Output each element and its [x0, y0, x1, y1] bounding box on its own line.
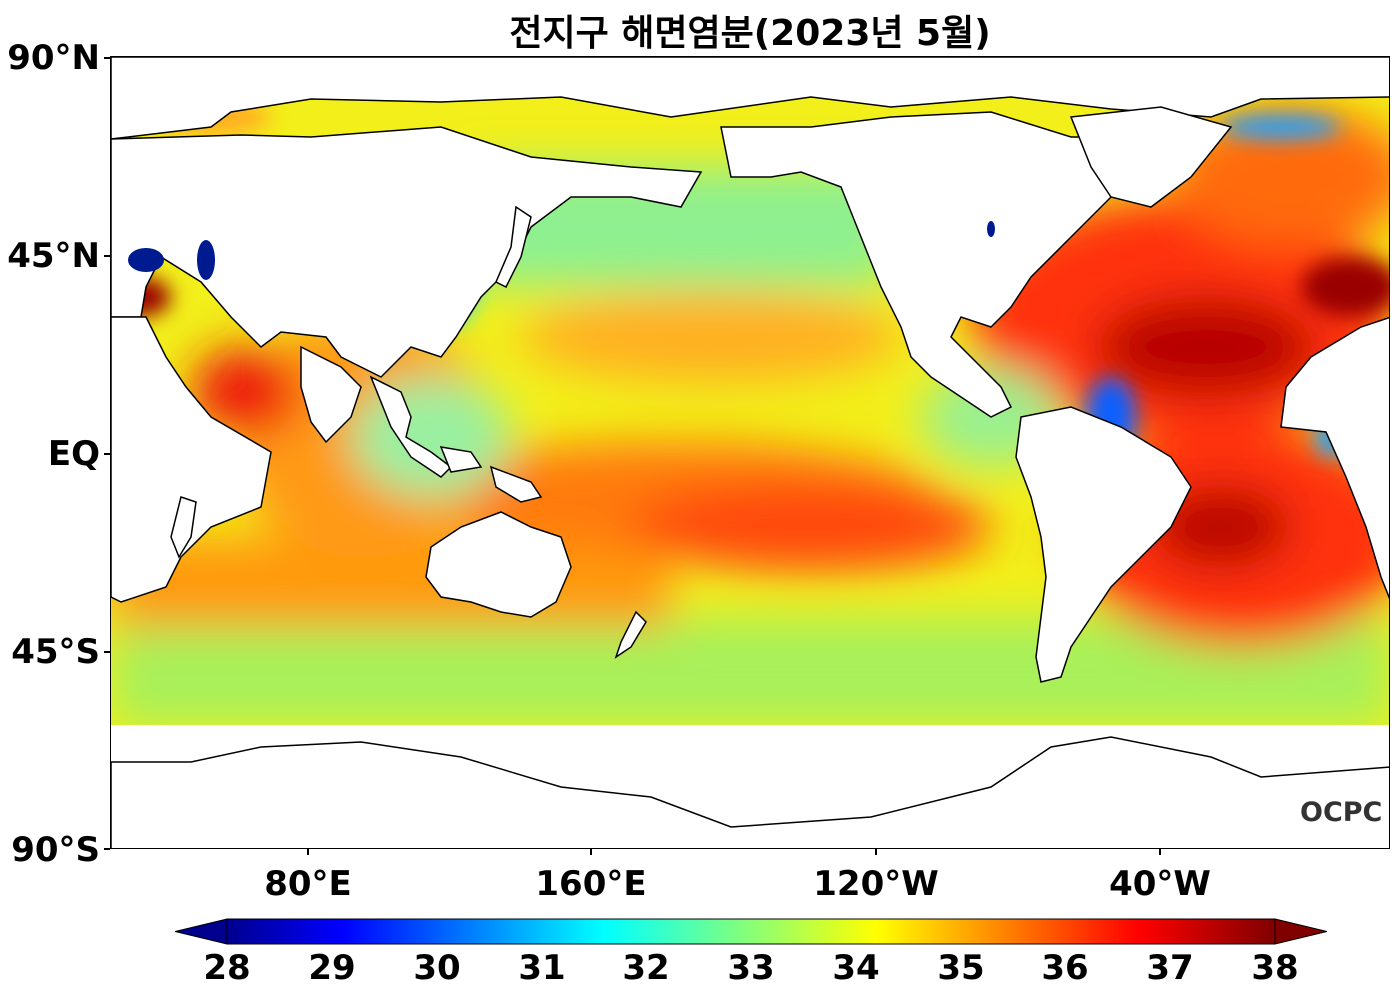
y-tick-mark: [104, 453, 110, 455]
colorbar-tick-label: 30: [413, 948, 461, 988]
y-tick-label-eq: EQ: [47, 434, 100, 474]
colorbar-tick-label: 38: [1251, 948, 1299, 988]
y-tick-label-45n: 45°N: [7, 236, 100, 276]
ocpc-logo: OCPC: [1300, 797, 1383, 828]
map-title: 전지구 해면염분(2023년 5월): [509, 13, 991, 54]
x-tick-mark: [590, 849, 592, 855]
colorbar-tick-label: 34: [832, 948, 880, 988]
x-tick-mark: [307, 849, 309, 855]
y-tick-mark: [104, 255, 110, 257]
colorbar-tick-label: 28: [203, 948, 251, 988]
colorbar-tick-label: 35: [937, 948, 985, 988]
colorbar-tick-label: 37: [1146, 948, 1194, 988]
y-tick-mark: [104, 57, 110, 59]
y-tick-label-90n: 90°N: [7, 38, 100, 78]
x-tick-mark: [1159, 849, 1161, 855]
colorbar-tick-label: 31: [518, 948, 566, 988]
colorbar-tick-label: 32: [622, 948, 670, 988]
salinity-map: [110, 56, 1390, 849]
x-tick-mark: [875, 849, 877, 855]
colorbar-tick-label: 36: [1041, 948, 1089, 988]
salinity-field: [111, 97, 1389, 725]
y-tick-label-45s: 45°S: [11, 632, 100, 672]
colorbar-tick-label: 29: [308, 948, 356, 988]
x-tick-label-80e: 80°E: [264, 864, 352, 904]
lakes: [128, 221, 995, 280]
x-tick-label-120w: 120°W: [813, 864, 939, 904]
colorbar-tick-label: 33: [727, 948, 775, 988]
x-tick-label-160e: 160°E: [535, 864, 647, 904]
y-tick-label-90s: 90°S: [11, 830, 100, 870]
y-tick-mark: [104, 651, 110, 653]
land-masses: [111, 57, 1389, 848]
y-tick-mark: [104, 848, 110, 850]
colorbar: [175, 918, 1327, 945]
x-tick-label-40w: 40°W: [1109, 864, 1211, 904]
